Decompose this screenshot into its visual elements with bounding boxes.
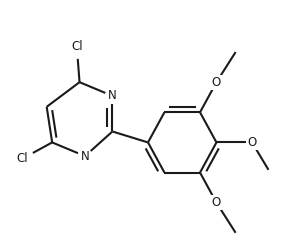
Text: N: N <box>81 150 89 163</box>
Text: Cl: Cl <box>71 40 83 53</box>
Text: O: O <box>212 196 221 209</box>
Text: Cl: Cl <box>16 152 28 165</box>
Text: O: O <box>247 136 257 149</box>
Text: O: O <box>212 76 221 89</box>
Text: N: N <box>108 89 117 102</box>
